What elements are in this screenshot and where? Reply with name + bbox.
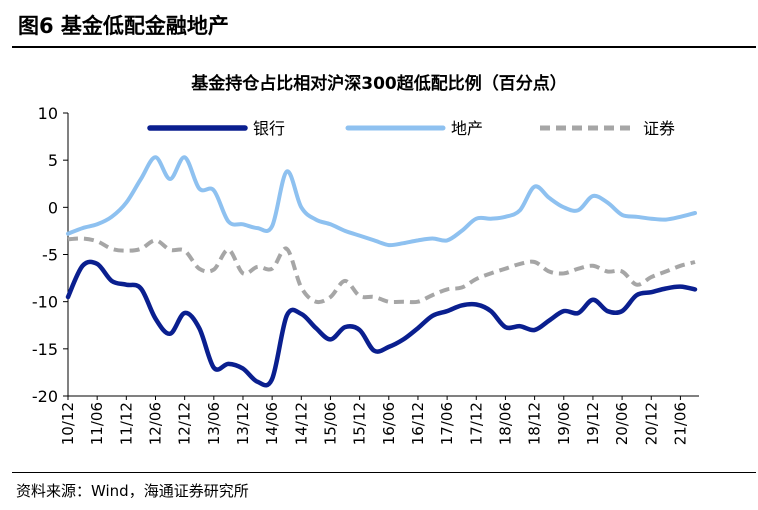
figure-header: 图6 基金低配金融地产	[0, 0, 758, 48]
x-tick-label: 13/06	[205, 402, 223, 445]
legend-label-bank: 银行	[253, 119, 285, 138]
x-tick-label: 18/06	[496, 402, 514, 445]
x-tick-label: 10/12	[59, 402, 77, 445]
y-tick-label: 0	[48, 198, 58, 217]
chart-series-lines	[65, 155, 698, 388]
y-tick-label: -10	[32, 293, 58, 312]
y-tick-label: 5	[48, 151, 58, 170]
source-note: 资料来源：Wind，海通证券研究所	[16, 482, 249, 500]
y-tick-label: 10	[38, 104, 58, 123]
y-tick-label: -15	[32, 340, 58, 359]
x-tick-label: 19/06	[555, 402, 573, 445]
x-tick-label: 18/12	[526, 402, 544, 445]
series-line-realestate	[66, 155, 697, 248]
x-tick-label: 11/06	[88, 402, 106, 445]
x-tick-label: 21/06	[671, 402, 689, 445]
chart-legend: 银行 地产 证券	[147, 119, 675, 138]
x-tick-label: 20/06	[613, 402, 631, 445]
x-tick-label: 17/12	[467, 402, 485, 445]
y-tick-label: -5	[42, 246, 58, 265]
legend-label-realestate: 地产	[451, 119, 483, 138]
x-tick-label: 16/12	[409, 402, 427, 445]
x-tick-label: 19/12	[584, 402, 602, 445]
figure-title: 图6 基金低配金融地产	[18, 14, 229, 38]
x-tick-label: 17/06	[438, 402, 456, 445]
series-line-securities	[67, 236, 696, 305]
x-tick-label: 20/12	[642, 402, 660, 445]
x-tick-label: 14/12	[292, 402, 310, 445]
chart-title: 基金持仓占比相对沪深300超低配比例（百分点）	[190, 73, 567, 94]
x-tick-label: 12/12	[176, 402, 194, 445]
x-tick-label: 14/06	[263, 402, 281, 445]
legend-label-securities: 证券	[643, 119, 675, 138]
series-line-bank	[65, 259, 698, 388]
x-tick-label: 16/06	[380, 402, 398, 445]
x-tick-label: 15/12	[351, 402, 369, 445]
y-tick-label: -20	[32, 387, 58, 406]
x-tick-label: 13/12	[234, 402, 252, 445]
footer-rule	[12, 472, 756, 473]
x-tick-label: 15/06	[321, 402, 339, 445]
x-tick-label: 11/12	[117, 402, 135, 445]
x-tick-label: 12/06	[146, 402, 164, 445]
line-chart: 基金持仓占比相对沪深300超低配比例（百分点） 1050-5-10-15-201…	[32, 73, 699, 445]
header-rule	[12, 46, 756, 48]
